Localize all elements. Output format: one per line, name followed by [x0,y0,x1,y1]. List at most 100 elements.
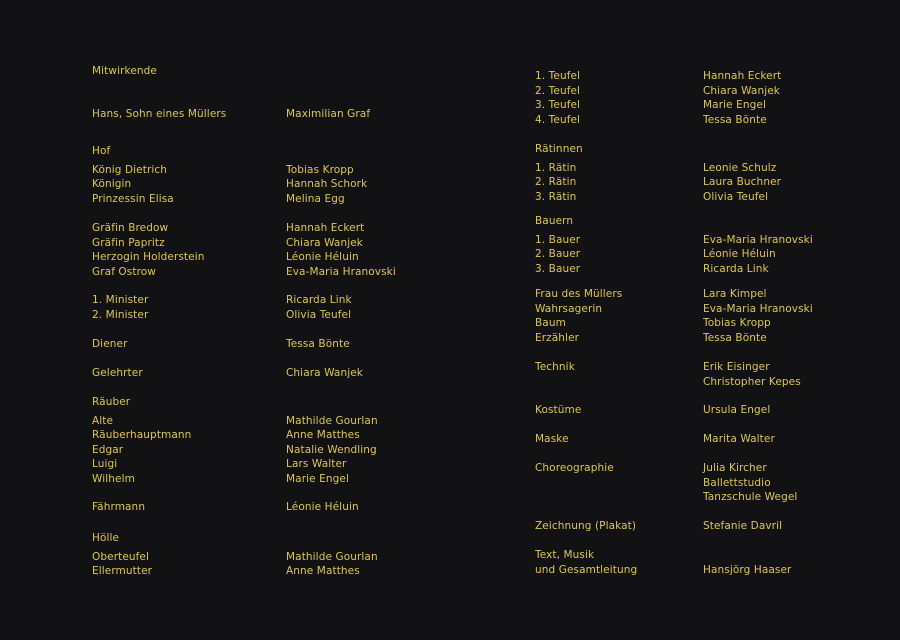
performer-name: Mathilde Gourlan [286,550,378,563]
performer-name: Maximilian Graf [286,108,371,120]
role-name: Frau des Müllers [535,288,623,300]
performer-name: Christopher Kepes [703,375,801,388]
performer-name: Eva-Maria Hranovski [286,265,396,278]
performer-name: Natalie Wendling [286,443,377,456]
credit-group: Hölle Oberteufel Mathilde Gourlan Ellermutt… [92,531,378,579]
role-name: 2. Minister [92,308,149,321]
performer-name: Olivia Teufel [703,190,769,203]
role-name: 1. Bauer [535,233,581,246]
credit-row: 3. Bauer Ricarda Link [535,262,769,277]
role-name: Graf Ostrow [92,265,156,278]
credit-row: Oberteufel Mathilde Gourlan [92,550,378,565]
credit-row: Königin Hannah Schork [92,177,367,192]
performer-name: Leonie Schulz [703,161,777,174]
credit-group: Mitwirkende [92,64,157,83]
role-name: 4. Teufel [535,113,581,126]
credit-group: Hof König Dietrich Tobias Kropp Königin Hann… [92,144,367,207]
performer-name: Eva-Maria Hranovski [703,233,813,246]
role-name: Gelehrter [92,367,143,379]
performer-name: Ricarda Link [286,294,352,306]
role-name: Räuberhauptmann [92,429,192,441]
performer-name: Hannah Eckert [703,70,782,82]
role-name: Alte [92,414,114,427]
performer-name: Marita Walter [703,433,775,445]
performer-name: Léonie Héluin [286,501,359,513]
performer-name: Léonie Héluin [703,248,776,260]
role-name: 3. Bauer [535,262,581,275]
credit-row: Alte Mathilde Gourlan [92,414,378,429]
credit-row: 2. Rätin Laura Buchner [535,175,781,190]
performer-name: Chiara Wanjek [286,367,363,379]
section-heading: Bauern [535,215,574,227]
role-name: Gräfin Papritz [92,236,165,249]
credit-row: Luigi Lars Walter [92,457,346,472]
credit-group: Rätinnen 1. Rätin Leonie Schulz 2. Rätin Lau… [535,142,781,204]
credit-group: Bauern 1. Bauer Eva-Maria Hranovski 2. Baue… [535,214,813,277]
performer-name: Léonie Héluin [286,251,359,263]
performer-name: Erik Eisinger [703,361,770,373]
role-name: Oberteufel [92,550,150,563]
performer-name: Hansjörg Haaser [703,563,792,576]
performer-name: Tanzschule Wegel [703,491,798,503]
role-name: Zeichnung (Plakat) [535,520,637,532]
credit-row: 1. Bauer Eva-Maria Hranovski [535,233,813,248]
role-name: Luigi [92,458,118,470]
credit-row: Wilhelm Marie Engel [92,472,349,487]
section-heading: Hof [92,145,111,157]
role-name: Baum [535,317,566,329]
performer-name: Mathilde Gourlan [286,414,378,427]
performer-name: Marie Engel [703,99,766,111]
role-name: 1. Minister [92,294,149,306]
role-name: Kostüme [535,404,582,416]
performer-name: Stefanie Davril [703,520,783,532]
role-name: 3. Teufel [535,99,581,111]
section-heading: Mitwirkende [92,65,157,77]
performer-name: Melina Egg [286,192,345,205]
role-name: Königin [92,178,132,190]
performer-name: Julia Kircher [703,462,767,474]
role-name: 2. Bauer [535,248,581,260]
performer-name: Lara Kimpel [703,288,767,300]
role-name: 2. Rätin [535,176,577,188]
performer-name: Eva-Maria Hranovski [703,302,813,315]
role-name: Maske [535,433,569,445]
performer-name: Tessa Bönte [703,113,767,126]
section-heading: Rätinnen [535,143,583,155]
role-name: König Dietrich [92,163,168,176]
credit-group: Räuber Alte Mathilde Gourlan Räuberhauptman… [92,395,378,487]
role-name: Wahrsagerin [535,302,603,315]
performer-name: Anne Matthes [286,429,360,441]
performer-name: Tessa Bönte [703,331,767,344]
section-heading: Räuber [92,396,131,408]
role-name: Edgar [92,443,124,456]
performer-name: Tessa Bönte [286,338,350,350]
credit-row: Räuberhauptmann Anne Matthes [92,428,360,443]
role-name: Wilhelm [92,472,135,485]
role-name: 1. Teufel [535,70,581,82]
performer-name: Marie Engel [286,472,349,485]
role-name: Text, Musik [535,549,595,561]
performer-name: Tobias Kropp [703,317,771,329]
role-name: und Gesamtleitung [535,563,638,576]
role-name: Fährmann [92,501,146,513]
credit-row: Ellermutter Anne Matthes [92,564,360,579]
performer-name: Chiara Wanjek [703,84,780,97]
credit-row: König Dietrich Tobias Kropp [92,163,354,178]
role-name: Gräfin Bredow [92,222,169,234]
performer-name: Laura Buchner [703,176,782,188]
performer-name: Hannah Eckert [286,222,365,234]
performer-name: Hannah Schork [286,178,368,190]
credit-row: 2. Bauer Léonie Héluin [535,247,776,262]
credit-row: Prinzessin Elisa Melina Egg [92,192,345,207]
credit-row: 1. Rätin Leonie Schulz [535,161,776,176]
role-name: Erzähler [535,331,580,344]
role-name: Technik [535,361,575,373]
role-name: Prinzessin Elisa [92,192,174,205]
role-name: Diener [92,338,128,350]
performer-name: Olivia Teufel [286,308,352,321]
role-name: 1. Rätin [535,161,577,174]
role-name: 3. Rätin [535,190,577,203]
role-name: 2. Teufel [535,84,581,97]
role-name: Ellermutter [92,565,153,577]
section-heading: Hölle [92,532,120,544]
